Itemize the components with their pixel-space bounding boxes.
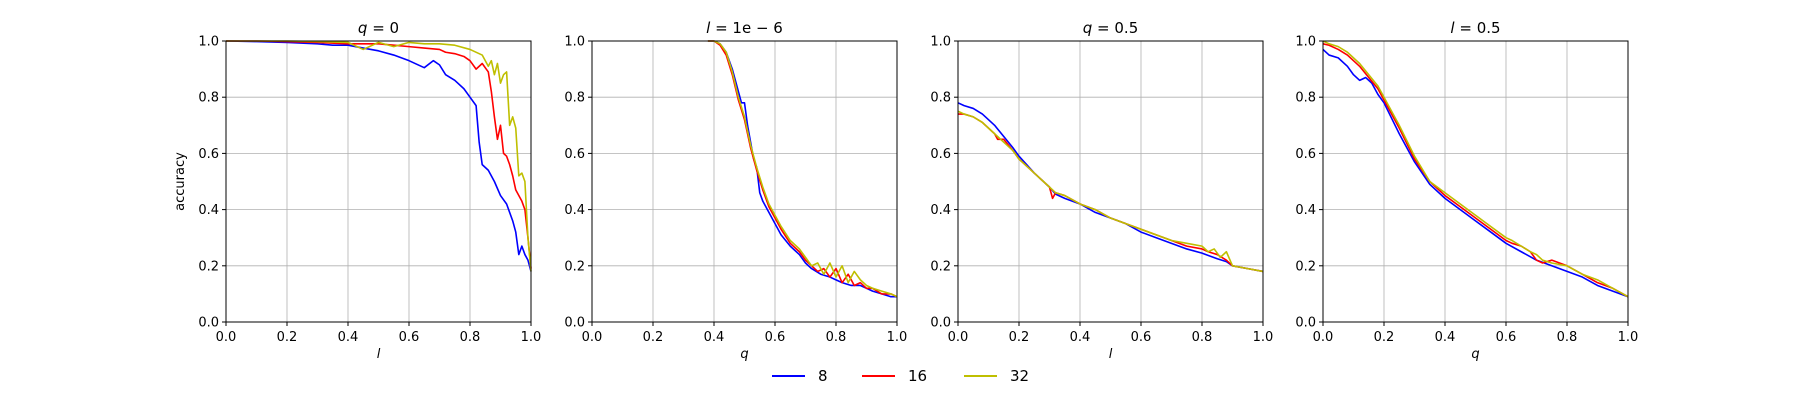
y-tick-label: 0.8: [1295, 91, 1316, 106]
legend: 8 16 32: [772, 367, 1029, 385]
y-tick-label: 0.6: [1295, 147, 1316, 162]
x-tick-label: 0.2: [643, 330, 664, 345]
y-tick-label: 0.0: [198, 316, 219, 331]
x-tick-label: 0.4: [1435, 330, 1456, 345]
y-tick-label: 0.0: [930, 316, 951, 331]
x-tick-label: 0.4: [338, 330, 359, 345]
title-value: = 0.5: [1092, 19, 1138, 37]
axes-frame: [591, 40, 898, 323]
title-value: = 1e − 6: [710, 19, 783, 37]
subplot-title: q = 0.5: [1083, 19, 1139, 37]
title-variable: l: [706, 19, 711, 37]
x-tick-label: 1.0: [521, 330, 542, 345]
x-axis-label: q: [1471, 347, 1479, 362]
x-tick-label: 0.8: [460, 330, 481, 345]
x-axis-label: q: [740, 347, 748, 362]
y-tick-label: 0.8: [564, 91, 585, 106]
series-line-16: [226, 40, 532, 269]
legend-label: 32: [1010, 367, 1029, 385]
x-tick-label: 0.0: [216, 330, 237, 345]
y-tick-label: 0.6: [198, 147, 219, 162]
subplot-title: q = 0: [358, 19, 399, 37]
x-tick-label: 1.0: [1618, 330, 1639, 345]
series-line-8: [1322, 48, 1629, 298]
y-tick-label: 0.2: [930, 259, 951, 274]
x-tick-label: 1.0: [887, 330, 908, 345]
x-axis-label: l: [1109, 347, 1113, 362]
subplot-title: l = 1e − 6: [706, 19, 783, 37]
series-line-16: [1322, 43, 1629, 298]
y-tick-label: 0.0: [1295, 316, 1316, 331]
legend-item-16: 16: [862, 367, 927, 385]
subplot-1: 0.0 0.2 0.4 0.6 0.8 1.0 0.0 0.2 0.4 0.6 0.8 1.0 q = …: [173, 19, 541, 362]
x-tick-label: 0.8: [826, 330, 847, 345]
x-tick-label: 0.6: [1496, 330, 1517, 345]
y-tick-label: 1.0: [198, 35, 219, 50]
y-tick-label: 0.2: [198, 259, 219, 274]
axes-frame: [1322, 40, 1629, 323]
x-tick-label: 0.6: [399, 330, 420, 345]
y-tick-label: 0.0: [564, 316, 585, 331]
y-tick-label: 0.4: [198, 203, 219, 218]
subplot-grid: 0.0 0.2 0.4 0.6 0.8 1.0 0.0 0.2 0.4 0.6 0.8 1.0 q = …: [173, 19, 1638, 362]
y-tick-label: 1.0: [564, 35, 585, 50]
legend-item-8: 8: [772, 367, 828, 385]
title-variable: q: [1083, 19, 1093, 37]
x-axis-label: l: [377, 347, 381, 362]
x-tick-label: 0.4: [704, 330, 725, 345]
axes-frame: [225, 40, 532, 323]
series-line-32: [957, 110, 1264, 273]
x-tick-label: 0.0: [582, 330, 603, 345]
y-tick-label: 0.4: [564, 203, 585, 218]
x-tick-label: 0.8: [1192, 330, 1213, 345]
y-tick-label: 0.8: [198, 91, 219, 106]
y-tick-label: 0.6: [930, 147, 951, 162]
series-line-32: [226, 40, 532, 272]
x-tick-label: 0.8: [1557, 330, 1578, 345]
x-tick-label: 0.2: [1374, 330, 1395, 345]
x-tick-label: 0.6: [1131, 330, 1152, 345]
series-line-8: [225, 40, 532, 272]
axes-frame: [957, 40, 1264, 323]
x-tick-label: 0.2: [277, 330, 298, 345]
y-axis-label: accuracy: [173, 152, 188, 211]
x-tick-label: 0.2: [1009, 330, 1030, 345]
y-tick-label: 0.6: [564, 147, 585, 162]
title-value: = 0.5: [1455, 19, 1501, 37]
legend-item-32: 32: [964, 367, 1029, 385]
series-line-32: [1322, 40, 1629, 298]
legend-label: 8: [818, 367, 828, 385]
title-variable: l: [1450, 19, 1455, 37]
y-tick-label: 0.4: [930, 203, 951, 218]
x-tick-label: 0.0: [1313, 330, 1334, 345]
x-tick-label: 0.6: [765, 330, 786, 345]
x-tick-label: 0.0: [948, 330, 969, 345]
x-tick-label: 0.4: [1070, 330, 1091, 345]
subplot-2: 0.0 0.2 0.4 0.6 0.8 1.0 0.0 0.2 0.4 0.6 0.8 1.0 l = …: [564, 19, 907, 362]
series-line-32: [707, 40, 898, 298]
y-tick-label: 1.0: [930, 35, 951, 50]
series-line-8: [957, 102, 1264, 273]
legend-label: 16: [908, 367, 927, 385]
y-tick-label: 0.2: [564, 259, 585, 274]
subplot-title: l = 0.5: [1450, 19, 1500, 37]
subplot-3: 0.0 0.2 0.4 0.6 0.8 1.0 0.0 0.2 0.4 0.6 0.8 1.0 q = …: [930, 19, 1273, 362]
y-tick-label: 0.8: [930, 91, 951, 106]
x-tick-label: 1.0: [1253, 330, 1274, 345]
title-value: = 0: [367, 19, 399, 37]
subplot-4: 0.0 0.2 0.4 0.6 0.8 1.0 0.0 0.2 0.4 0.6 0.8 1.0 l = …: [1295, 19, 1638, 362]
y-tick-label: 1.0: [1295, 35, 1316, 50]
y-tick-label: 0.4: [1295, 203, 1316, 218]
series-line-8: [707, 40, 897, 298]
y-tick-label: 0.2: [1295, 259, 1316, 274]
title-variable: q: [358, 19, 368, 37]
